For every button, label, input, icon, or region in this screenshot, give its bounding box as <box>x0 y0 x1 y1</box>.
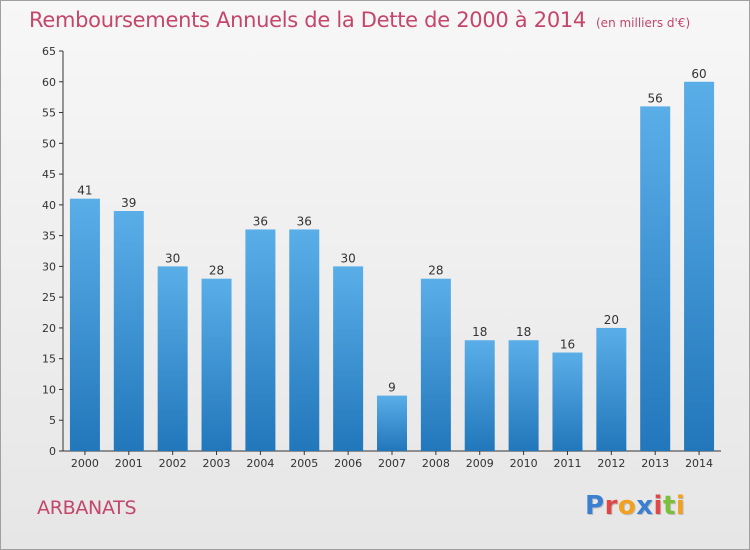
y-tick-label: 65 <box>42 45 56 58</box>
x-tick-label-2001: 2001 <box>115 457 143 470</box>
data-label-2014: 60 <box>691 67 706 81</box>
y-tick-label: 15 <box>42 353 56 366</box>
y-tick-label: 40 <box>42 199 56 212</box>
x-tick-label-2002: 2002 <box>159 457 187 470</box>
bar-2004 <box>245 229 276 451</box>
x-tick-label-2013: 2013 <box>641 457 669 470</box>
x-tick-label-2008: 2008 <box>422 457 450 470</box>
y-tick-label: 55 <box>42 107 56 120</box>
x-tick-label-2004: 2004 <box>246 457 274 470</box>
bar-2002 <box>157 266 188 451</box>
y-tick-label: 60 <box>42 76 56 89</box>
bars: 41 39 30 28 36 36 30 9 28 18 18 16 20 56 60 <box>69 67 715 452</box>
x-tick-label-2014: 2014 <box>685 457 713 470</box>
y-tick-label: 45 <box>42 168 56 181</box>
data-label-2008: 28 <box>428 264 443 278</box>
logo-letter: x <box>636 491 654 521</box>
bar-2010 <box>508 340 539 451</box>
data-label-2001: 39 <box>121 196 136 210</box>
data-label-2006: 30 <box>340 251 355 265</box>
x-tick-label-2007: 2007 <box>378 457 406 470</box>
commune-name: ARBANATS <box>37 497 137 519</box>
y-tick-label: 0 <box>49 445 56 458</box>
data-label-2000: 41 <box>77 184 92 198</box>
y-tick-label: 30 <box>42 260 56 273</box>
y-tick-label: 20 <box>42 322 56 335</box>
x-tick-label-2011: 2011 <box>553 457 581 470</box>
chart-title: Remboursements Annuels de la Dette de 20… <box>29 8 690 32</box>
bar-2008 <box>420 278 451 451</box>
data-label-2004: 36 <box>253 214 268 228</box>
logo-letter: o <box>617 491 637 521</box>
data-label-2009: 18 <box>472 325 487 339</box>
y-tick-label: 35 <box>42 230 56 243</box>
logo-letter: t <box>662 491 676 521</box>
y-tick-label: 5 <box>49 414 56 427</box>
bar-2011 <box>552 352 583 451</box>
data-label-2011: 16 <box>560 338 575 352</box>
bar-2006 <box>333 266 364 451</box>
logo-letter: i <box>653 491 663 521</box>
data-label-2012: 20 <box>604 313 619 327</box>
data-label-2013: 56 <box>648 91 663 105</box>
bar-2012 <box>596 327 627 451</box>
bar-chart: 0 5 10 15 20 25 30 35 40 45 50 55 60 65 2000 2001 2002 20… <box>42 45 721 470</box>
data-label-2007: 9 <box>388 381 396 395</box>
bar-2007 <box>377 395 407 451</box>
bar-2001 <box>113 211 144 451</box>
bar-2014 <box>684 81 715 452</box>
unit-note: (en milliers d'€) <box>596 16 691 30</box>
x-tick-label-2006: 2006 <box>334 457 362 470</box>
bar-2005 <box>289 229 320 451</box>
x-tick-label-2003: 2003 <box>203 457 231 470</box>
bar-2003 <box>201 278 232 451</box>
axes: 0 5 10 15 20 25 30 35 40 45 50 55 60 65 2000 2001 2002 20… <box>42 45 721 470</box>
x-tick-label-2009: 2009 <box>466 457 494 470</box>
y-tick-label: 50 <box>42 137 56 150</box>
y-tick-label: 25 <box>42 291 56 304</box>
x-tick-label-2005: 2005 <box>290 457 318 470</box>
logo-letter: r <box>604 491 618 521</box>
data-label-2003: 28 <box>209 264 224 278</box>
bar-2000 <box>69 198 100 451</box>
y-tick-label: 10 <box>42 383 56 396</box>
bar-2013 <box>640 106 671 451</box>
x-tick-label-2010: 2010 <box>510 457 538 470</box>
data-label-2010: 18 <box>516 325 531 339</box>
x-tick-label-2000: 2000 <box>71 457 99 470</box>
bar-2009 <box>464 340 495 451</box>
chart-title-text: Remboursements Annuels de la Dette de 20… <box>29 8 586 32</box>
logo-letter: i <box>675 491 686 521</box>
data-label-2002: 30 <box>165 251 180 265</box>
x-tick-label-2012: 2012 <box>597 457 625 470</box>
logo-letter: P <box>585 491 605 521</box>
proxiti-logo: Proxiti <box>585 491 685 521</box>
data-label-2005: 36 <box>297 214 312 228</box>
